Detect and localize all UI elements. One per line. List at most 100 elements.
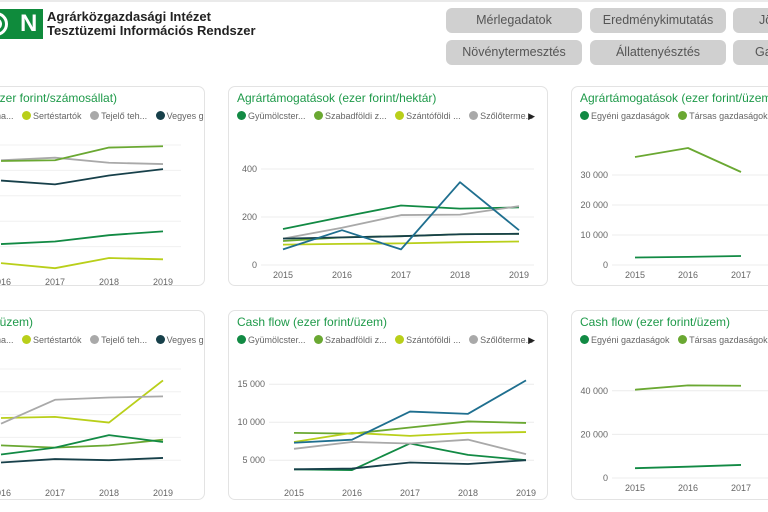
y-tick-label: 15 000 [237,379,265,389]
legend-dot-icon [678,335,688,344]
legend-item[interactable]: Tejelő teh... [90,111,147,121]
legend-item[interactable]: Társas gazdaságok [678,111,768,121]
x-tick-label: 2018 [99,488,119,498]
series-line [0,434,164,456]
y-tick-label: 200 [242,212,257,222]
legend-item[interactable]: Egyéni gazdaságok [580,111,670,121]
legend-item[interactable]: Egyéni gazdaságok [580,335,670,345]
chart-card-livestock-per-unit: ezer forint/számosállat) rha... Sertésta… [0,86,205,286]
chart-legend: Gyümölcster... Szabadföldi z... Szántófö… [237,335,539,345]
legend-label: Szántóföldi ... [406,111,461,121]
x-tick-label: 2015 [284,488,304,498]
nav-button-eredmenykimutatas[interactable]: Eredménykimutatás [590,8,726,33]
series-line [282,181,520,251]
legend-dot-icon [395,111,405,120]
chart-card-cashflow-per-farm: Cash flow (ezer forint/üzem) Egyéni gazd… [571,310,768,500]
top-divider [0,0,768,2]
legend-item[interactable]: Szabadföldi z... [314,111,387,121]
legend-item[interactable]: rha... [0,111,14,121]
legend-label: Szabadföldi z... [325,335,387,345]
legend-item[interactable]: Gyümölcster... [237,335,306,345]
chart-card-cashflow-by-type: Cash flow (ezer forint/üzem) Gyümölcster… [228,310,548,500]
legend-dot-icon [155,335,165,344]
legend-item[interactable]: Szőlőterme... [469,335,533,345]
legend-label: Gyümölcster... [248,335,306,345]
y-tick-label: 0 [252,260,257,270]
legend-item[interactable]: Szabadföldi z... [314,335,387,345]
legend-label: Tejelő teh... [101,111,148,121]
legend-label: rha... [0,111,14,121]
legend-item[interactable]: Vegyes g... [155,111,204,121]
org-line-2: Tesztüzemi Információs Rendszer [47,23,256,38]
legend-label: Egyéni gazdaságok [591,111,670,121]
legend-dot-icon [237,111,246,120]
line-chart: 0 20 000 40 000 2015 2016 2017 [580,384,768,493]
legend-item[interactable]: Gyümölcster... [237,111,306,121]
series-line [634,147,742,173]
y-tick-label: 20 000 [580,429,608,439]
nav-button-merlegadatok[interactable]: Mérlegadatok [446,8,582,33]
nav-button-novenytermesztes[interactable]: Növénytermesztés [446,40,582,65]
series-line [0,457,164,464]
legend-label: Sertéstartók [33,335,82,345]
nav-button-gazdasagtipus[interactable]: Ga [733,40,768,65]
chart-card-subsidies-per-farm: Agrártámogatások (ezer forint/üzem) Egyé… [571,86,768,286]
legend-item[interactable]: Szántóföldi ... [395,335,461,345]
nav-button-allattenyesztes[interactable]: Állattenyésztés [590,40,726,65]
x-tick-label: 2019 [153,488,173,498]
x-tick-label: 2019 [516,488,536,498]
series-line [282,232,520,240]
series-line [634,384,742,391]
legend-dot-icon [90,335,100,344]
chart-title: t/üzem) [0,315,34,329]
legend-dot-icon [580,111,589,120]
legend-next-arrow-icon[interactable]: ▶ [528,111,535,121]
legend-label: Szabadföldi z... [325,111,387,121]
x-tick-label: 2015 [273,270,293,280]
legend-item[interactable]: Sertéstartók [22,335,82,345]
chart-title: ezer forint/számosállat) [0,91,118,105]
chart-title: Agrártámogatások (ezer forint/hektár) [237,91,437,105]
x-tick-label: 2017 [45,488,65,498]
y-tick-label: 20 000 [580,200,608,210]
x-tick-label: 2017 [400,488,420,498]
line-chart: 2016 2017 2018 2019 [0,144,181,285]
chart-legend: Egyéni gazdaságok Társas gazdaságok [580,111,768,121]
x-tick-label: 2015 [625,483,645,493]
legend-item[interactable]: Szőlőterme... [469,111,533,121]
series-line [0,156,164,165]
legend-label: Szőlőterme... [480,111,534,121]
legend-item[interactable]: Vegyes g... [155,335,204,345]
nav-button-jovedelmezoseg[interactable]: Jö [733,8,768,33]
series-line [282,204,520,230]
legend-dot-icon [90,111,100,120]
chart-title: Agrártámogatások (ezer forint/üzem) [580,91,768,105]
legend-item[interactable]: Tejelő teh... [90,335,147,345]
legend-item[interactable]: rha... [0,335,14,345]
x-tick-label: 2016 [678,483,698,493]
line-chart: 0 10 000 20 000 30 000 2015 2016 2017 [580,147,768,280]
legend-label: Egyéni gazdaságok [591,335,670,345]
x-tick-label: 2016 [678,270,698,280]
legend-item[interactable]: Társas gazdaságok [678,335,768,345]
series-line [293,442,527,471]
chart-legend: rha... Sertéstartók Tejelő teh... Vegyes… [0,111,204,121]
aki-logo[interactable]: N [0,9,43,39]
series-line [634,464,742,470]
y-tick-label: 30 000 [580,170,608,180]
line-chart: 0 200 400 2015 2016 2017 2018 2019 [242,164,534,280]
legend-item[interactable]: Szántóföldi ... [395,111,461,121]
chart-card-livestock-per-farm: t/üzem) rha... Sertéstartók Tejelő teh..… [0,310,205,500]
legend-dot-icon [395,335,405,344]
y-tick-label: 0 [603,473,608,483]
series-line [0,168,164,186]
series-line [293,379,527,444]
series-line [0,395,164,425]
legend-next-arrow-icon[interactable]: ▶ [528,335,535,345]
line-chart: 2016 2017 2018 2019 [0,368,181,498]
legend-item[interactable]: Sertéstartók [22,111,82,121]
legend-dot-icon [237,335,246,344]
y-tick-label: 400 [242,164,257,174]
y-tick-label: 10 000 [237,417,265,427]
legend-label: Társas gazdaságok [689,335,768,345]
